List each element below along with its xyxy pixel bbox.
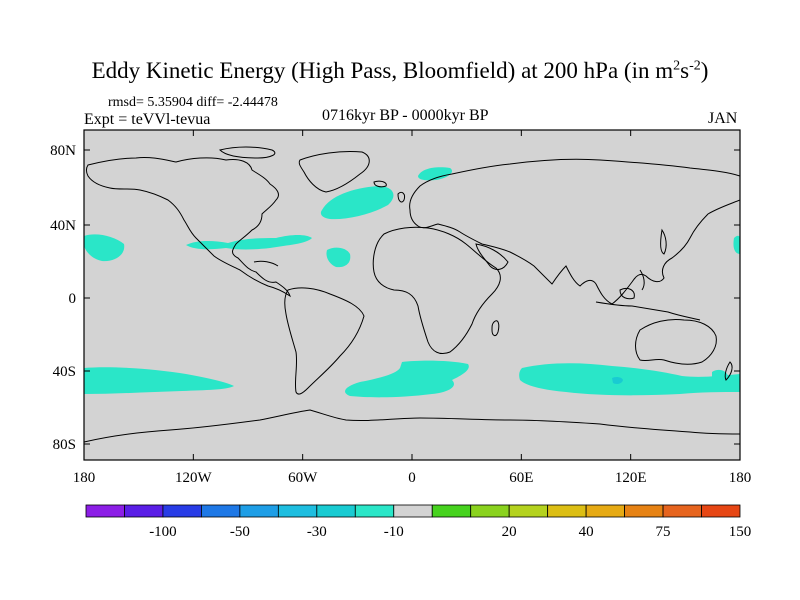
coastline-greenland xyxy=(298,151,370,193)
colorbar-label: -50 xyxy=(230,524,250,540)
coastline-africa xyxy=(372,226,501,355)
coastline-eurasia xyxy=(409,158,740,305)
colorbar-label: 40 xyxy=(579,524,594,540)
colorbar-label: -100 xyxy=(149,524,177,540)
coastline-cuba xyxy=(253,260,279,267)
lon-tick-label: 180 xyxy=(73,470,96,486)
colorbar-swatch xyxy=(354,504,395,518)
anomaly-tasman xyxy=(712,369,728,380)
lon-tick-label: 180 xyxy=(729,470,752,486)
colorbar-swatch xyxy=(277,504,318,518)
colorbar-swatch xyxy=(85,504,125,518)
anomaly-north-pacific-east xyxy=(733,235,740,254)
colorbar-label: -30 xyxy=(307,524,327,540)
coastline-new-zealand xyxy=(724,361,733,381)
colorbar-swatch xyxy=(662,504,702,518)
coastline-antarctica xyxy=(84,409,740,443)
month-label: JAN xyxy=(708,110,738,127)
coastline-borneo xyxy=(619,287,635,300)
anomaly-south-atlantic xyxy=(345,360,469,398)
anomaly-north-pacific-west xyxy=(84,234,125,262)
colorbar: -100 -50 -30 -10 20 40 75 150 xyxy=(85,504,752,540)
map-background xyxy=(84,130,740,460)
longitude-axis: 180 120W 60W 0 60E 120E 180 xyxy=(73,130,752,486)
period-label: 0716kyr BP - 0000kyr BP xyxy=(322,107,489,124)
lon-tick-label: 60W xyxy=(288,470,318,486)
coastline-north-america xyxy=(86,157,291,298)
colorbar-swatch xyxy=(124,504,164,518)
coastline-arabia xyxy=(475,243,509,270)
lat-tick-label: 80S xyxy=(53,437,76,453)
anomaly-indian-ocean-core xyxy=(612,376,623,384)
coastline-philippines xyxy=(639,269,645,291)
anomaly-indian-ocean xyxy=(519,363,740,396)
colorbar-swatch xyxy=(701,504,741,518)
coastlines xyxy=(84,146,740,443)
colorbar-swatch xyxy=(239,504,279,518)
colorbar-label: 75 xyxy=(656,524,671,540)
coastline-madagascar xyxy=(491,320,500,337)
coastline-indonesia xyxy=(595,301,701,321)
colorbar-swatch xyxy=(162,504,202,518)
anomaly-north-america-band xyxy=(186,235,312,250)
colorbar-swatch xyxy=(547,504,587,518)
colorbar-swatch xyxy=(470,504,510,518)
colorbar-swatch xyxy=(316,504,356,518)
coastline-britain xyxy=(397,191,405,203)
lat-tick-label: 40N xyxy=(50,218,76,234)
colorbar-swatch xyxy=(201,504,241,518)
anomaly-south-pacific xyxy=(84,367,234,394)
colorbar-swatch xyxy=(585,504,625,518)
experiment-label: Expt = teVVl-tevua xyxy=(84,111,211,128)
colorbar-label: -10 xyxy=(384,524,404,540)
lon-tick-label: 120E xyxy=(615,470,647,486)
chart-title: Eddy Kinetic Energy (High Pass, Bloomfie… xyxy=(91,58,709,83)
lat-tick-label: 40S xyxy=(53,364,76,380)
coastline-japan xyxy=(660,228,667,255)
colorbar-swatch xyxy=(431,504,472,518)
stats-label: rmsd= 5.35904 diff= -2.44478 xyxy=(108,95,278,110)
anomaly-norway-sea xyxy=(418,167,453,181)
colorbar-label: 20 xyxy=(502,524,517,540)
lon-tick-label: 60E xyxy=(509,470,533,486)
lon-tick-label: 0 xyxy=(408,470,416,486)
anomaly-north-atlantic xyxy=(320,186,394,220)
latitude-axis: 80N 40N 0 40S 80S xyxy=(50,143,740,453)
colorbar-swatch xyxy=(508,504,549,518)
coastline-south-america xyxy=(284,287,365,395)
anomaly-mid-atlantic xyxy=(326,247,351,268)
lat-tick-label: 0 xyxy=(69,291,77,307)
colorbar-label: 150 xyxy=(729,524,752,540)
coastline-iceland xyxy=(373,180,387,188)
anomaly-regions xyxy=(84,167,740,398)
colorbar-swatch xyxy=(393,504,433,518)
coastline-arctic-islands xyxy=(219,146,276,159)
lon-tick-label: 120W xyxy=(175,470,213,486)
lat-tick-label: 80N xyxy=(50,143,76,159)
coastline-australia xyxy=(635,319,717,365)
colorbar-swatch xyxy=(624,504,664,518)
